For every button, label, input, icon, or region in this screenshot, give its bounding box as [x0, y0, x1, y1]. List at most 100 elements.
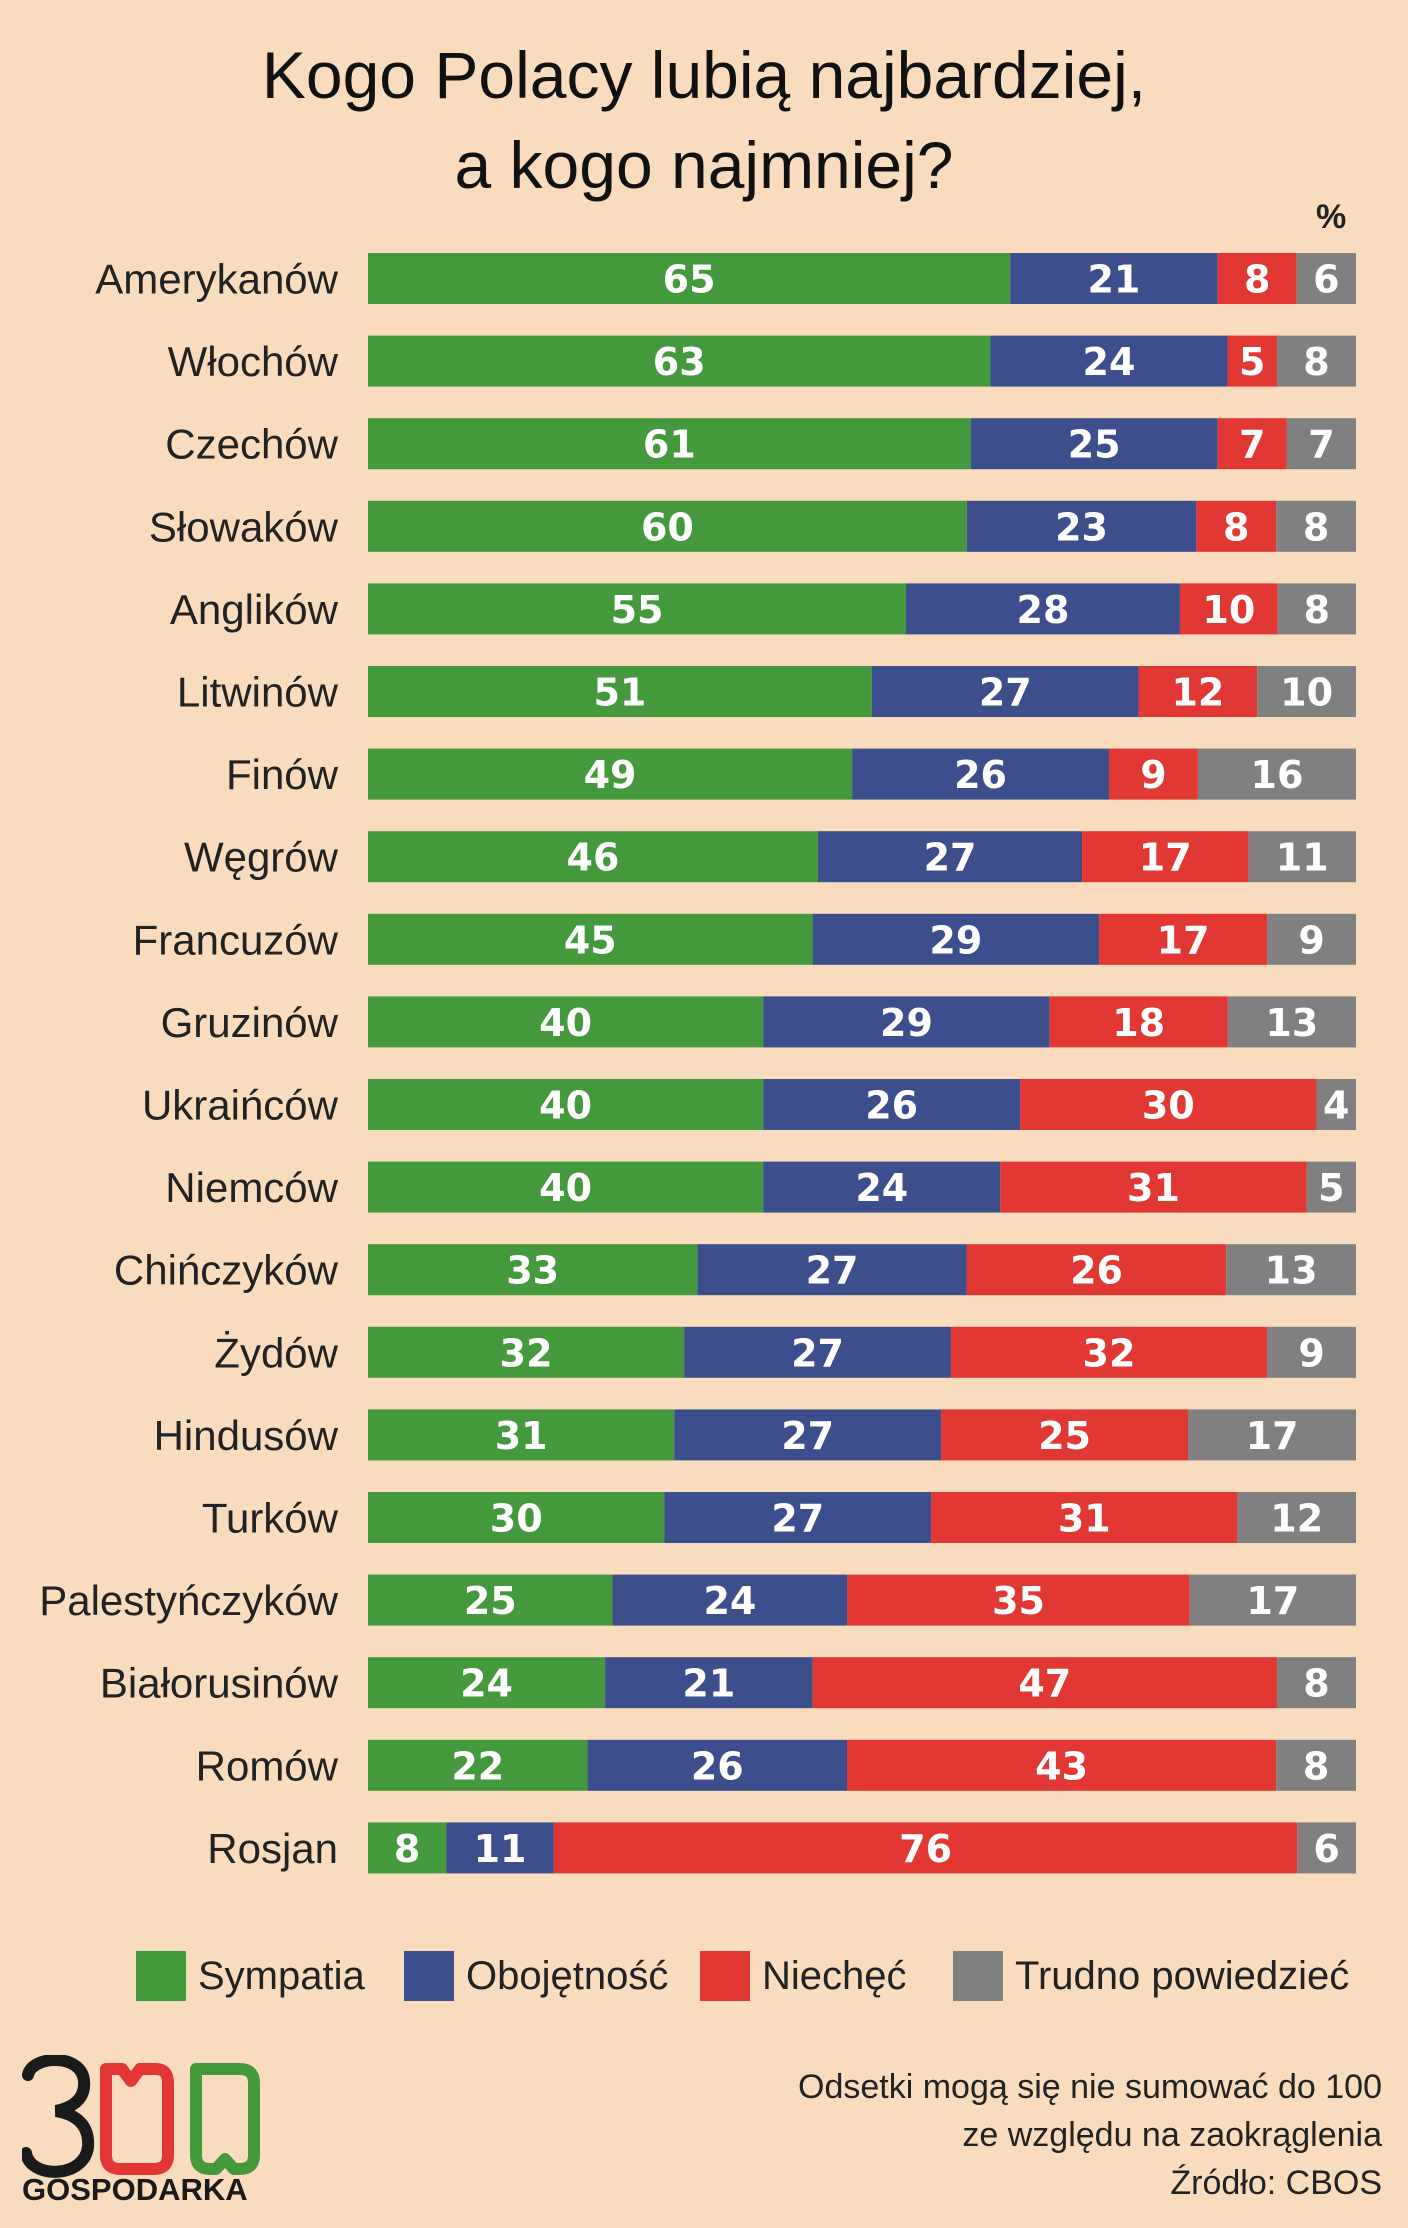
bar-segment	[763, 996, 1050, 1048]
source-label: Źródło: CBOS	[1170, 2164, 1382, 2202]
bar-segment	[1049, 996, 1228, 1048]
data-label: 22	[451, 1744, 504, 1788]
category-label: Litwinów	[177, 669, 339, 716]
bar-row: Hindusów 31 27 25 17	[154, 1409, 1356, 1461]
data-label: 25	[1068, 423, 1121, 467]
chart-title-line-2: a kogo najmniej?	[454, 128, 954, 202]
bar-segment	[1227, 996, 1356, 1048]
bar-row: Słowaków 60 23 8 8	[149, 500, 1356, 552]
bar-segment	[1296, 253, 1356, 304]
data-label: 8	[1303, 505, 1329, 549]
bar-segment	[1217, 253, 1297, 304]
bar-segment	[368, 1244, 698, 1296]
bar-segment	[368, 1492, 665, 1543]
category-label: Amerykanów	[95, 256, 338, 303]
category-label: Gruzinów	[161, 999, 339, 1046]
bar-segment	[368, 1079, 764, 1130]
bar-segment	[1179, 583, 1278, 635]
bar-segment	[553, 1822, 1298, 1874]
legend-swatch-trudno-powiedziec	[953, 1951, 1003, 2001]
bar-segment	[684, 1326, 951, 1378]
footnote: Odsetki mogą się nie sumować do 100 ze w…	[798, 2063, 1382, 2207]
bar-segment	[1189, 1574, 1356, 1626]
bar-segment	[1188, 1409, 1356, 1461]
bar-segment	[966, 1244, 1227, 1296]
bar-segment	[368, 253, 1011, 304]
category-label: Ukraińców	[142, 1082, 339, 1129]
data-label: 29	[929, 918, 982, 962]
data-label: 24	[703, 1579, 756, 1623]
chart-title: Kogo Polacy lubią najbardziej, a kogo na…	[0, 30, 1408, 210]
data-label: 21	[1087, 258, 1140, 302]
bar-segment	[368, 1574, 613, 1626]
bar-segment	[674, 1409, 942, 1461]
bar-segment	[664, 1492, 932, 1543]
category-label: Anglików	[170, 586, 339, 633]
data-label: 24	[460, 1662, 513, 1706]
bar-segment	[368, 583, 907, 635]
bar-row: Ukraińców 40 26 30 4	[142, 1079, 1356, 1130]
data-label: 16	[1251, 753, 1304, 797]
bar-segment	[852, 748, 1109, 800]
bar-segment	[1020, 1079, 1317, 1130]
bar-segment	[368, 1326, 685, 1378]
data-label: 49	[584, 753, 637, 797]
bar-segment	[1276, 335, 1356, 387]
data-label: 11	[1276, 836, 1329, 880]
bar-segment	[1286, 418, 1356, 470]
bar-segment	[1237, 1492, 1356, 1543]
legend-item-niechec: Niechęć	[700, 1948, 907, 2004]
bar-segment	[368, 996, 764, 1048]
legend-item-sympatia: Sympatia	[136, 1948, 365, 2004]
logo-300-gospodarka: GOSPODARKA	[20, 2054, 322, 2207]
data-label: 7	[1239, 423, 1265, 467]
category-label: Palestyńczyków	[39, 1577, 338, 1624]
data-label: 27	[979, 671, 1032, 715]
legend-label-trudno-powiedziec: Trudno powiedzieć	[1015, 1953, 1350, 1998]
data-label: 35	[992, 1579, 1045, 1623]
data-label: 17	[1246, 1579, 1299, 1623]
data-label: 31	[1127, 1166, 1180, 1210]
data-label: 24	[1083, 340, 1136, 384]
data-label: 17	[1157, 918, 1210, 962]
data-label: 13	[1265, 1001, 1318, 1045]
data-label: 9	[1298, 1331, 1324, 1375]
category-label: Chińczyków	[114, 1247, 339, 1294]
bar-row: Palestyńczyków 25 24 35 17	[39, 1574, 1356, 1626]
legend-item-obojetnosc: Obojętność	[404, 1948, 668, 2004]
category-label: Żydów	[214, 1329, 338, 1376]
data-label: 40	[539, 1084, 592, 1128]
data-label: 43	[1035, 1744, 1088, 1788]
data-label: 8	[1223, 505, 1249, 549]
bar-segment	[1297, 1822, 1356, 1874]
data-label: 5	[1318, 1166, 1344, 1210]
data-label: 31	[495, 1414, 548, 1458]
bar-segment	[368, 666, 872, 717]
bar-segment	[1276, 1657, 1356, 1709]
category-label: Słowaków	[149, 503, 339, 550]
data-label: 26	[865, 1084, 918, 1128]
data-label: 6	[1313, 1827, 1339, 1871]
data-label: 21	[682, 1662, 735, 1706]
bar-segment	[817, 831, 1083, 883]
data-label: 18	[1112, 1001, 1165, 1045]
bar-segment	[847, 1574, 1190, 1626]
data-label: 9	[1298, 918, 1324, 962]
bar-segment	[587, 1739, 848, 1791]
bar-segment	[368, 1739, 588, 1791]
bar-segment	[950, 1326, 1268, 1378]
bar-row: Włochów 63 24 5 8	[168, 335, 1356, 387]
bar-segment	[697, 1244, 967, 1296]
data-label: 25	[1038, 1414, 1091, 1458]
bar-segment	[605, 1657, 813, 1709]
footnote-line-1: Odsetki mogą się nie sumować do 100	[798, 2068, 1382, 2106]
category-label: Turków	[202, 1495, 339, 1542]
bar-segment	[1276, 1739, 1356, 1791]
bar-segment	[763, 1161, 1001, 1213]
data-label: 26	[691, 1744, 744, 1788]
data-label: 60	[641, 505, 694, 549]
data-label: 8	[1303, 1662, 1329, 1706]
legend-label-niechec: Niechęć	[762, 1953, 907, 1998]
bar-segment	[990, 335, 1228, 387]
